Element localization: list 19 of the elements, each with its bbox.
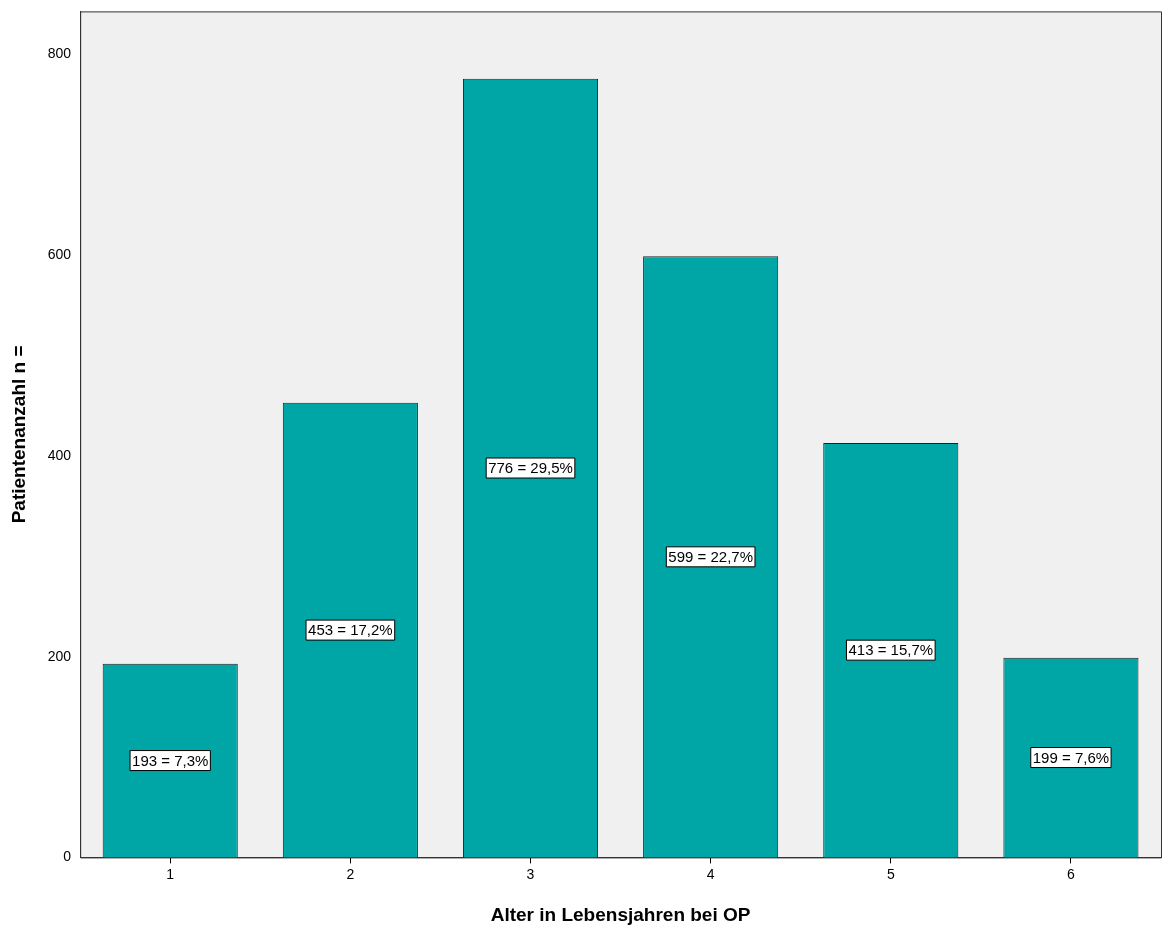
y-tick-label: 0	[63, 848, 72, 865]
x-tick-label: 1	[166, 865, 175, 882]
y-tick-label: 800	[47, 45, 72, 62]
data-label: 199 = 7,6%	[1032, 748, 1110, 766]
data-label: 599 = 22,7%	[668, 547, 753, 565]
x-tick-label: 4	[706, 865, 715, 882]
data-label: 193 = 7,3%	[132, 751, 209, 769]
y-tick-label: 200	[47, 647, 72, 664]
y-axis-title: Patientenanzahl n =	[7, 345, 29, 524]
y-tick-label: 600	[47, 246, 72, 263]
x-axis-title: Alter in Lebensjahren bei OP	[490, 903, 751, 925]
x-tick-label: 2	[346, 865, 355, 882]
data-label: 453 = 17,2%	[308, 621, 393, 639]
x-tick-label: 5	[886, 865, 895, 882]
y-tick-label: 400	[47, 446, 72, 463]
data-label: 413 = 15,7%	[848, 641, 934, 659]
x-tick-label: 6	[1067, 865, 1076, 882]
data-label: 776 = 29,5%	[488, 459, 573, 477]
x-tick-label: 3	[526, 865, 535, 882]
